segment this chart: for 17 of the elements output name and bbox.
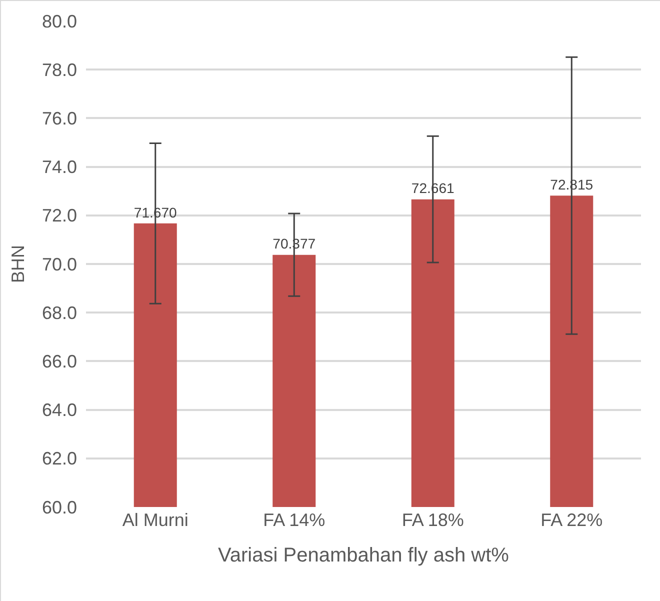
y-tick-label: 76.0: [42, 108, 77, 128]
y-tick-label: 68.0: [42, 302, 77, 323]
x-tick-label: FA 18%: [402, 510, 464, 530]
y-tick-label: 62.0: [42, 448, 77, 469]
x-tick-label: FA 22%: [540, 510, 603, 530]
y-tick-label: 74.0: [42, 157, 77, 178]
x-tick-label: Al Murni: [122, 510, 188, 530]
y-tick-label: 60.0: [42, 497, 77, 518]
y-tick-label: 70.0: [42, 254, 77, 274]
y-axis-title: BHN: [8, 244, 28, 284]
y-tick-label: 80.0: [42, 11, 77, 32]
y-tick-label: 72.0: [42, 206, 77, 226]
y-tick-label: 64.0: [42, 400, 77, 420]
y-tick-label: 78.0: [42, 60, 77, 80]
x-axis-title: Variasi Penambahan fly ash wt%: [218, 544, 510, 566]
x-tick-label: FA 14%: [263, 510, 326, 530]
y-tick-label: 66.0: [42, 352, 77, 372]
